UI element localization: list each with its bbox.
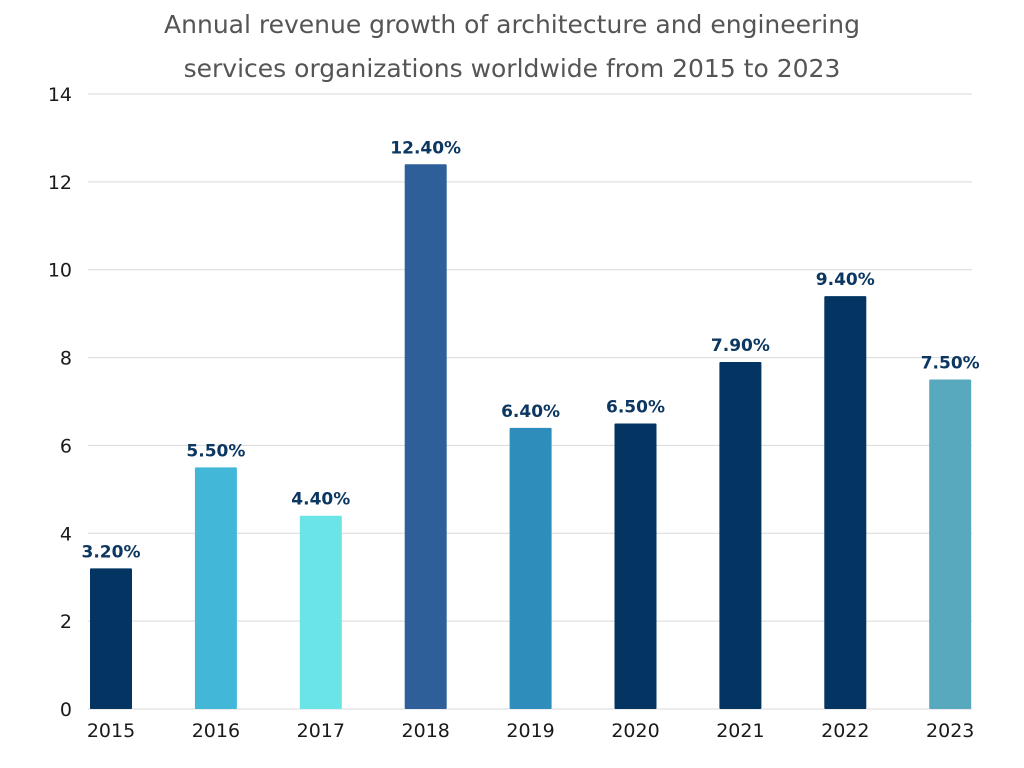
data-label-2016: 5.50%: [186, 441, 245, 461]
y-tick-label: 0: [60, 699, 72, 721]
y-tick-label: 6: [60, 435, 72, 457]
x-tick-label-2015: 2015: [87, 720, 135, 742]
data-label-2017: 4.40%: [291, 490, 350, 510]
x-tick-label-2021: 2021: [716, 720, 764, 742]
data-label-2018: 12.40%: [390, 138, 461, 158]
data-labels: 3.20% 5.50% 4.40% 12.40% 6.40% 6.50% 7.90% 9.40…: [82, 138, 980, 562]
x-tick-label-2020: 2020: [611, 720, 659, 742]
bar-2019: [509, 427, 552, 709]
y-tick-label: 14: [48, 84, 72, 106]
data-label-2020: 6.50%: [606, 397, 665, 417]
data-label-2021: 7.90%: [711, 336, 770, 356]
bar-2015: [90, 568, 132, 709]
data-label-2022: 9.40%: [816, 270, 875, 290]
bar-2016: [194, 467, 237, 709]
bars: [90, 164, 972, 710]
x-axis-ticks: 2015 2016 2017 2018 2019 2020 2021 2022 2023: [87, 720, 975, 742]
y-tick-label: 8: [60, 348, 72, 370]
y-axis-ticks: 0 2 4 6 8 10 12 14: [48, 84, 72, 721]
bar-2022: [824, 296, 867, 709]
x-tick-label-2019: 2019: [506, 720, 554, 742]
chart-title-line-1: Annual revenue growth of architecture an…: [164, 10, 860, 39]
x-tick-label-2017: 2017: [297, 720, 345, 742]
data-label-2023: 7.50%: [921, 354, 980, 374]
y-tick-label: 12: [48, 172, 72, 194]
x-tick-label-2023: 2023: [926, 720, 974, 742]
data-label-2015: 3.20%: [82, 542, 141, 562]
bar-2018: [404, 164, 447, 710]
x-tick-label-2022: 2022: [821, 720, 869, 742]
chart-title-line-2: services organizations worldwide from 20…: [184, 54, 841, 83]
y-tick-label: 4: [60, 523, 72, 545]
bar-2021: [719, 361, 762, 709]
bar-2017: [299, 515, 342, 709]
y-tick-label: 2: [60, 611, 72, 633]
bar-2023: [929, 379, 972, 709]
x-tick-label-2016: 2016: [192, 720, 240, 742]
x-tick-label-2018: 2018: [402, 720, 450, 742]
y-tick-label: 10: [48, 260, 72, 282]
bar-2020: [614, 423, 657, 709]
data-label-2019: 6.40%: [501, 402, 560, 422]
